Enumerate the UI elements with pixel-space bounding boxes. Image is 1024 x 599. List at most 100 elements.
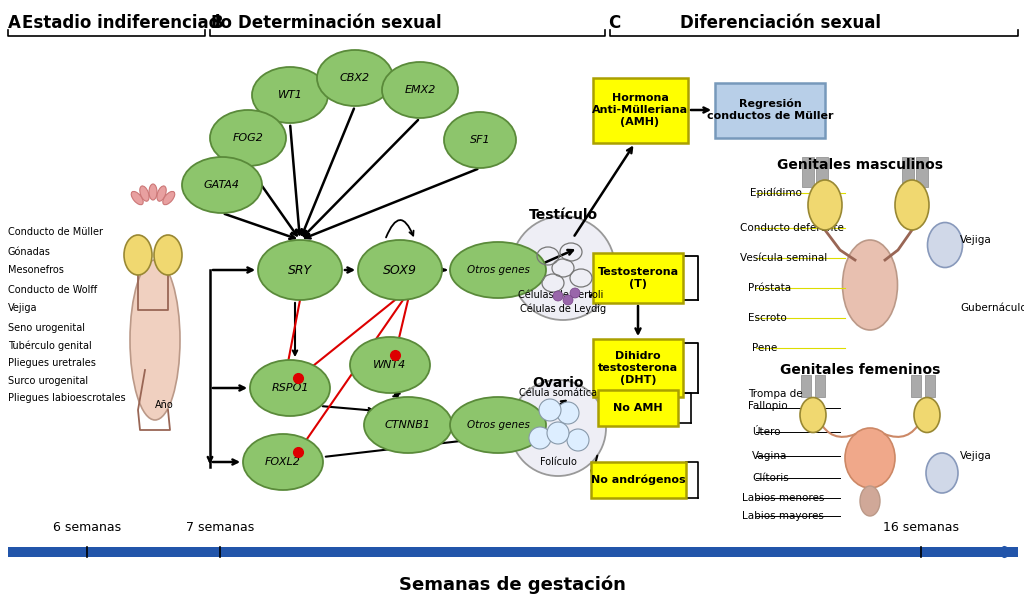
Ellipse shape [382, 62, 458, 118]
Text: Conducto de Wolff: Conducto de Wolff [8, 285, 97, 295]
Text: Año: Año [155, 400, 174, 410]
FancyBboxPatch shape [815, 375, 825, 397]
Ellipse shape [140, 186, 150, 201]
Text: Semanas de gestación: Semanas de gestación [398, 576, 626, 594]
Ellipse shape [182, 157, 262, 213]
Ellipse shape [131, 192, 143, 205]
Text: Pliegues labioescrotales: Pliegues labioescrotales [8, 393, 126, 403]
Circle shape [567, 429, 589, 451]
Text: CBX2: CBX2 [340, 73, 370, 83]
Text: FOXL2: FOXL2 [265, 457, 301, 467]
Text: Testículo: Testículo [528, 208, 598, 222]
FancyBboxPatch shape [593, 253, 683, 303]
Ellipse shape [450, 242, 546, 298]
Text: EMX2: EMX2 [404, 85, 435, 95]
Text: Próstata: Próstata [748, 283, 792, 293]
Circle shape [547, 422, 569, 444]
FancyBboxPatch shape [715, 83, 825, 138]
Ellipse shape [154, 235, 182, 275]
Ellipse shape [364, 397, 452, 453]
Text: Conducto de Müller: Conducto de Müller [8, 227, 103, 237]
Text: B: B [210, 14, 222, 32]
Text: A: A [8, 14, 20, 32]
Text: No andrógenos: No andrógenos [591, 475, 685, 485]
Ellipse shape [928, 222, 963, 268]
FancyBboxPatch shape [593, 77, 687, 143]
Text: WNT4: WNT4 [374, 360, 407, 370]
Circle shape [529, 427, 551, 449]
Ellipse shape [163, 192, 175, 205]
Text: Labios mayores: Labios mayores [742, 511, 824, 521]
Text: Clítoris: Clítoris [752, 473, 788, 483]
FancyBboxPatch shape [591, 462, 685, 498]
Ellipse shape [860, 486, 880, 516]
Text: Células de Leydig: Células de Leydig [520, 303, 606, 313]
Circle shape [511, 216, 615, 320]
Ellipse shape [800, 398, 826, 432]
Ellipse shape [845, 428, 895, 488]
Ellipse shape [358, 240, 442, 300]
FancyBboxPatch shape [916, 157, 928, 187]
Text: WT1: WT1 [278, 90, 302, 100]
Ellipse shape [350, 337, 430, 393]
FancyBboxPatch shape [902, 157, 914, 187]
FancyBboxPatch shape [593, 339, 683, 397]
Ellipse shape [250, 360, 330, 416]
Text: Gónadas: Gónadas [8, 247, 51, 257]
Text: Escroto: Escroto [748, 313, 786, 323]
Text: Hormona
Anti-Mülleriana
(AMH): Hormona Anti-Mülleriana (AMH) [592, 93, 688, 126]
Text: Otros genes: Otros genes [467, 420, 529, 430]
FancyBboxPatch shape [598, 390, 678, 426]
Ellipse shape [926, 453, 958, 493]
Ellipse shape [843, 240, 897, 330]
Text: Estadio indiferenciado: Estadio indiferenciado [22, 14, 232, 32]
Text: CTNNB1: CTNNB1 [385, 420, 431, 430]
FancyBboxPatch shape [911, 375, 921, 397]
FancyBboxPatch shape [801, 375, 811, 397]
Text: GATA4: GATA4 [204, 180, 240, 190]
Text: Células de Sertoli: Células de Sertoli [518, 290, 604, 300]
Text: SRY: SRY [288, 264, 312, 277]
Text: Diferenciación sexual: Diferenciación sexual [680, 14, 881, 32]
Ellipse shape [150, 184, 157, 200]
Ellipse shape [243, 434, 323, 490]
Circle shape [553, 291, 563, 301]
Text: Epidídimo: Epidídimo [750, 187, 802, 198]
Text: Labios menores: Labios menores [742, 493, 824, 503]
Ellipse shape [444, 112, 516, 168]
Text: Vejiga: Vejiga [961, 235, 992, 245]
Ellipse shape [895, 180, 929, 230]
Text: Tubérculo genital: Tubérculo genital [8, 341, 92, 351]
FancyBboxPatch shape [925, 375, 935, 397]
Text: Testosterona
(T): Testosterona (T) [597, 267, 679, 289]
Text: Trompa de
Fallopio: Trompa de Fallopio [748, 389, 803, 411]
Text: Otros genes: Otros genes [467, 265, 529, 275]
Text: Genitales femeninos: Genitales femeninos [780, 363, 940, 377]
Ellipse shape [808, 180, 842, 230]
Ellipse shape [914, 398, 940, 432]
Text: Surco urogenital: Surco urogenital [8, 376, 88, 386]
Text: Pene: Pene [752, 343, 777, 353]
Ellipse shape [450, 397, 546, 453]
Circle shape [539, 399, 561, 421]
Ellipse shape [317, 50, 393, 106]
Text: Seno urogenital: Seno urogenital [8, 323, 85, 333]
Text: Regresión
conductos de Müller: Regresión conductos de Müller [707, 99, 834, 121]
Circle shape [510, 380, 606, 476]
Ellipse shape [252, 67, 328, 123]
Text: 6 semanas: 6 semanas [53, 521, 121, 534]
Ellipse shape [130, 260, 180, 420]
Text: Útero: Útero [752, 427, 780, 437]
Text: No AMH: No AMH [613, 403, 663, 413]
Text: FOG2: FOG2 [232, 133, 263, 143]
Ellipse shape [157, 186, 166, 201]
Text: Pliegues uretrales: Pliegues uretrales [8, 358, 96, 368]
Circle shape [563, 295, 573, 305]
Ellipse shape [210, 110, 286, 166]
Circle shape [557, 402, 579, 424]
Text: Determinación sexual: Determinación sexual [239, 14, 441, 32]
Text: Dihidro
testosterona
(DHT): Dihidro testosterona (DHT) [598, 352, 678, 385]
Bar [8, 547, 1018, 557]
Text: Conducto deferente: Conducto deferente [740, 223, 844, 233]
Text: Folículo: Folículo [540, 457, 577, 467]
